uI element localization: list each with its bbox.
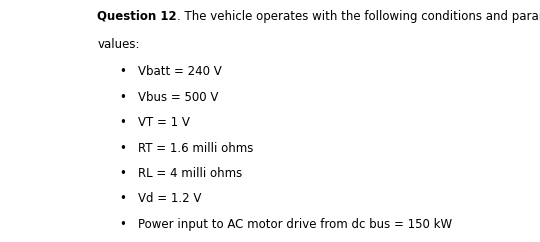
Text: •: • (119, 91, 126, 104)
Text: Vbus = 500 V: Vbus = 500 V (138, 91, 218, 104)
Text: Power input to AC motor drive from dc bus = 150 kW: Power input to AC motor drive from dc bu… (138, 218, 452, 231)
Text: values:: values: (97, 38, 140, 51)
Text: •: • (119, 142, 126, 155)
Text: •: • (119, 192, 126, 205)
Text: Question 12: Question 12 (97, 10, 177, 23)
Text: RL = 4 milli ohms: RL = 4 milli ohms (138, 167, 242, 180)
Text: RT = 1.6 milli ohms: RT = 1.6 milli ohms (138, 142, 253, 155)
Text: Vbatt = 240 V: Vbatt = 240 V (138, 65, 221, 78)
Text: •: • (119, 218, 126, 231)
Text: . The vehicle operates with the following conditions and parameter: . The vehicle operates with the followin… (177, 10, 540, 23)
Text: •: • (119, 167, 126, 180)
Text: •: • (119, 116, 126, 129)
Text: •: • (119, 65, 126, 78)
Text: VT = 1 V: VT = 1 V (138, 116, 190, 129)
Text: Vd = 1.2 V: Vd = 1.2 V (138, 192, 201, 205)
